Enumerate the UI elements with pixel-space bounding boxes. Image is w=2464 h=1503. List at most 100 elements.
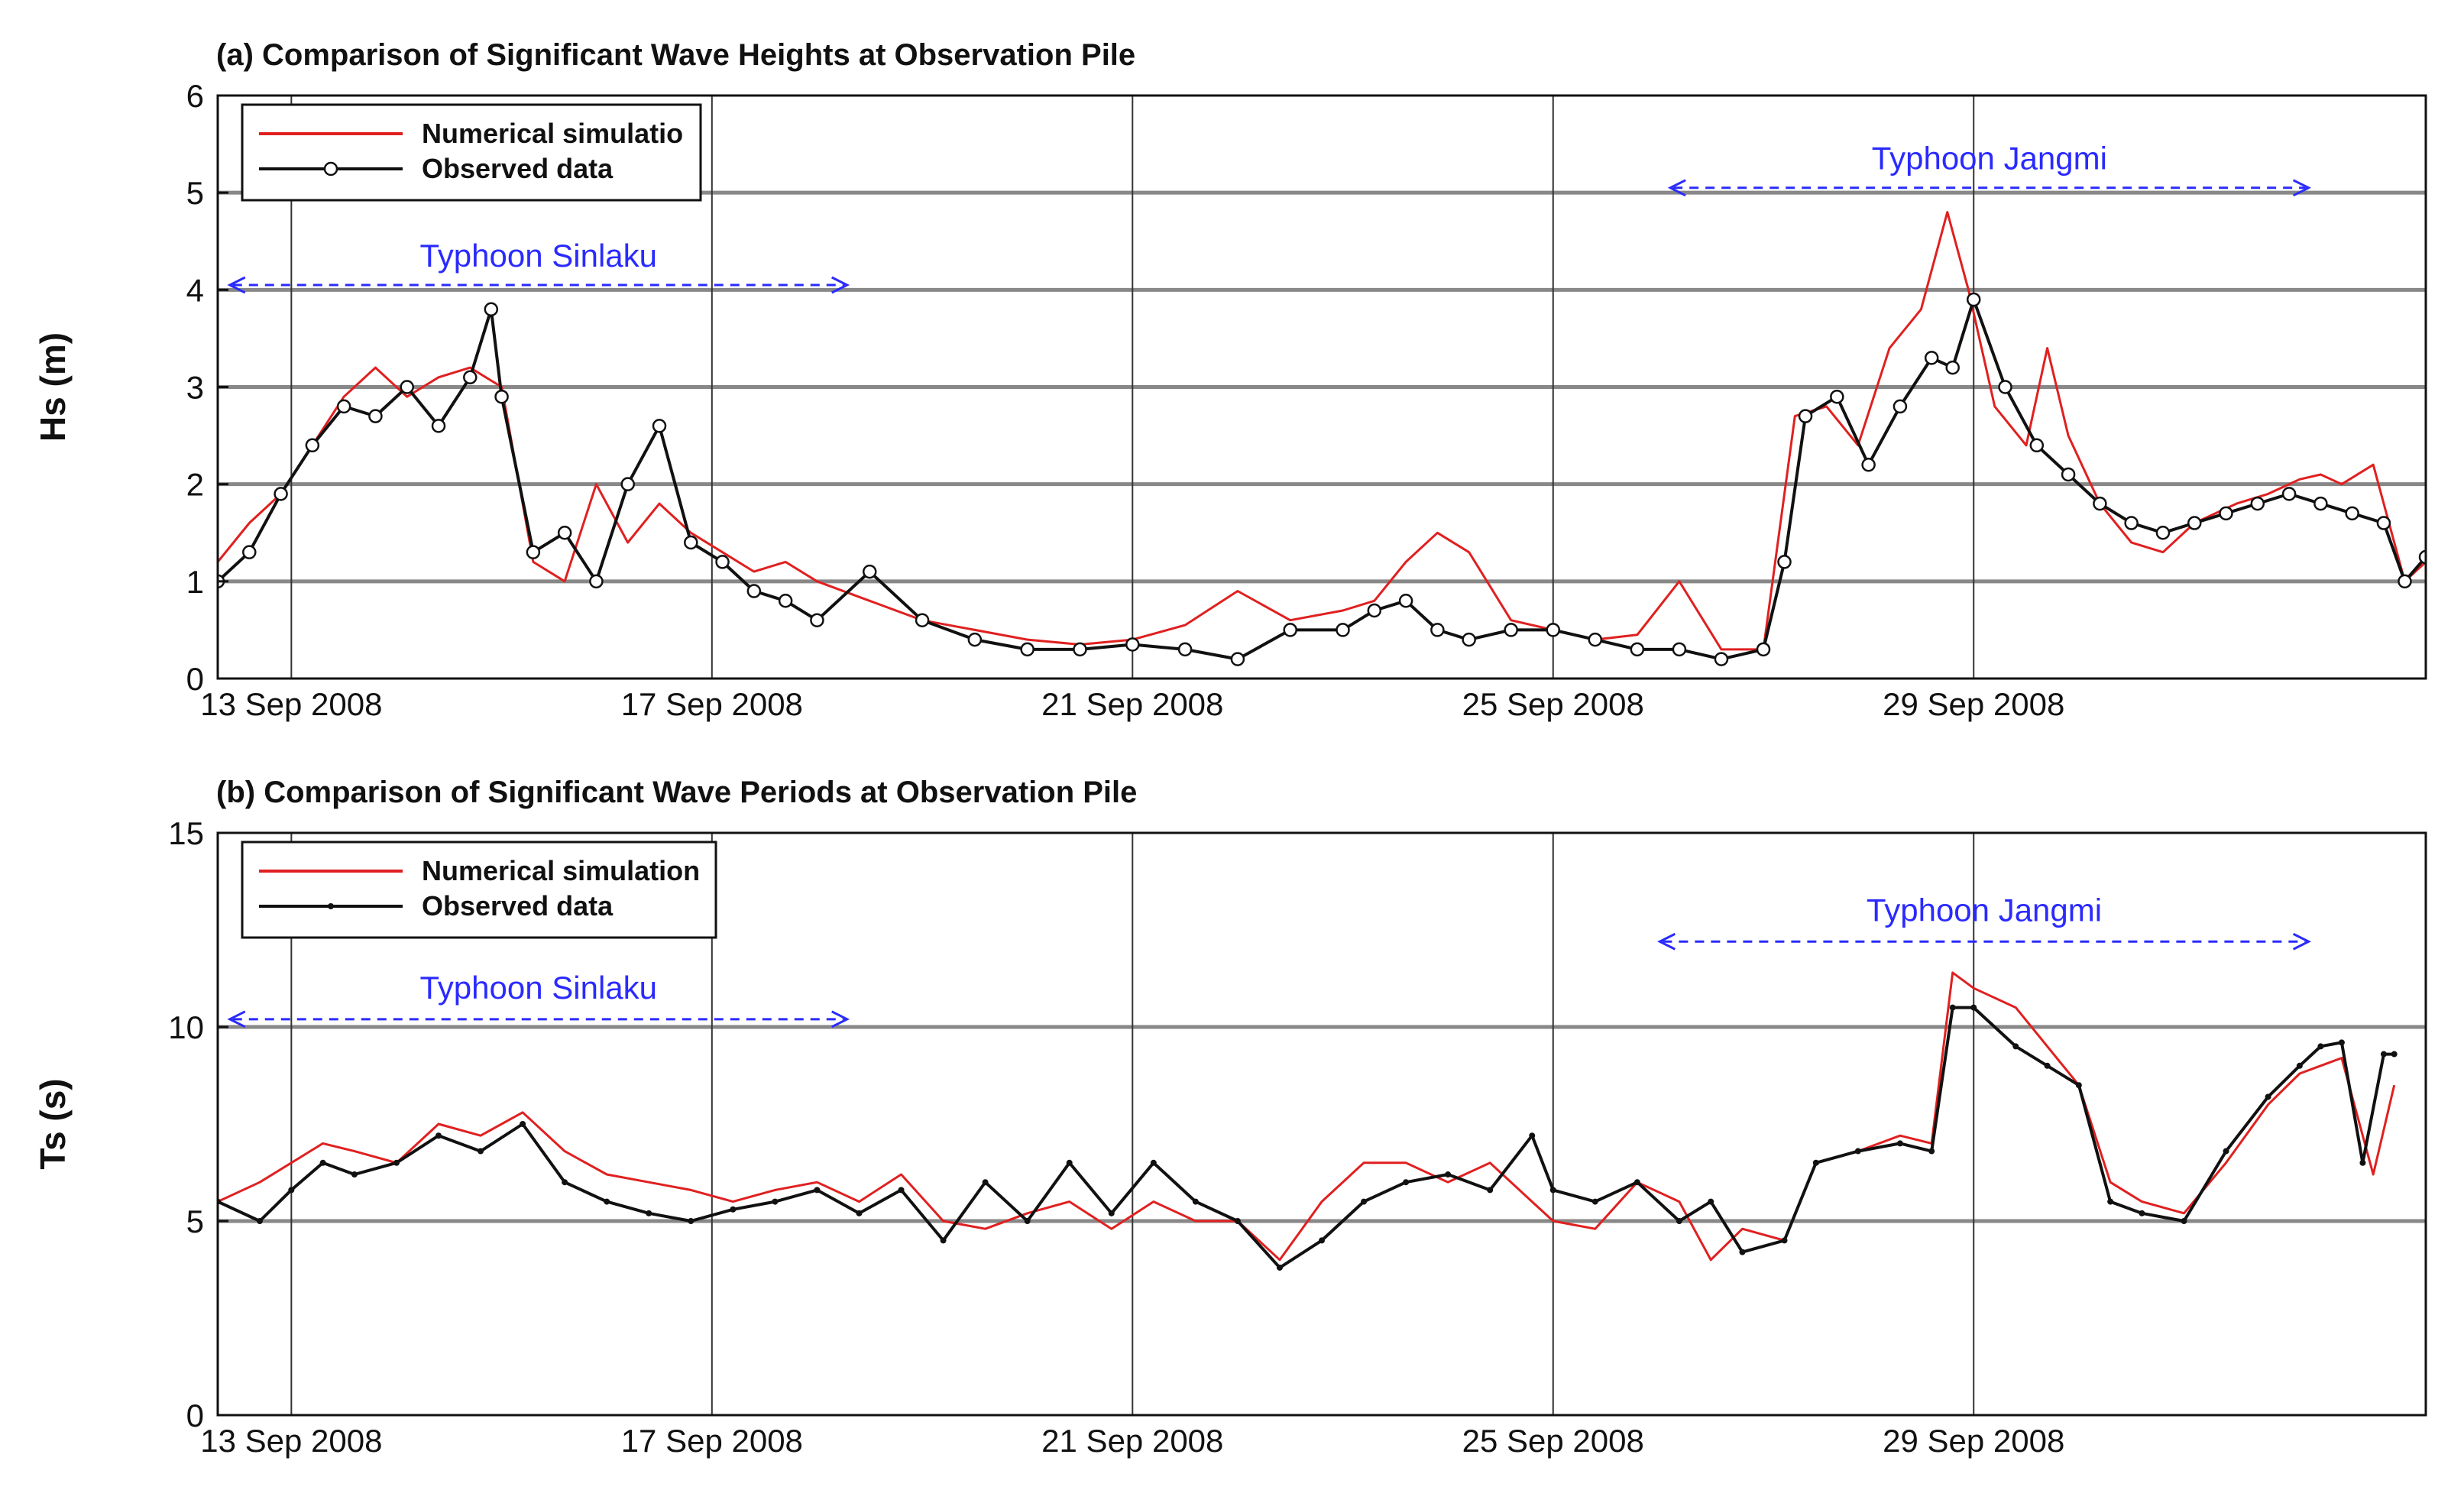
- data-point: [1756, 642, 1771, 657]
- data-point: [2219, 506, 2233, 521]
- data-point: [1283, 623, 1297, 637]
- data-point: [982, 1179, 989, 1186]
- data-point: [288, 1187, 295, 1194]
- data-point: [1361, 1198, 1368, 1205]
- x-tick-label: 25 Sep 2008: [1462, 1423, 1644, 1459]
- data-point: [463, 370, 478, 385]
- arrowhead-right-icon: [2292, 179, 2311, 197]
- arrowhead-left-icon: [1667, 179, 1686, 197]
- arrowhead-left-icon: [1657, 932, 1676, 951]
- data-point: [1398, 594, 1413, 608]
- legend-marker: [323, 161, 338, 177]
- data-point: [1998, 380, 2012, 394]
- y-tick-label: 2: [186, 467, 204, 503]
- legend-box: [241, 841, 717, 939]
- data-point: [257, 1218, 264, 1224]
- data-point: [1893, 399, 1908, 414]
- typhoon-label: Typhoon Jangmi: [1867, 892, 2102, 928]
- data-point: [940, 1237, 947, 1244]
- y-tick-label: 6: [186, 78, 204, 114]
- data-point: [1177, 642, 1193, 657]
- chart-title: (a) Comparison of Significant Wave Heigh…: [216, 38, 1135, 72]
- data-point: [2044, 1062, 2051, 1069]
- series-numerical: [218, 211, 2426, 651]
- series-observed: [218, 1004, 2398, 1271]
- data-point: [1319, 1237, 1325, 1244]
- data-point: [305, 438, 320, 453]
- data-point: [1672, 642, 1687, 657]
- data-point: [1781, 1237, 1788, 1244]
- data-point: [1192, 1198, 1199, 1205]
- data-point: [1777, 555, 1792, 569]
- data-point: [1708, 1198, 1714, 1205]
- arrowhead-right-icon: [831, 1010, 850, 1028]
- data-point: [1854, 1148, 1861, 1155]
- data-point: [2281, 487, 2297, 501]
- y-axis-label: Hs (m): [33, 332, 73, 442]
- data-point: [2296, 1062, 2303, 1069]
- data-point: [1945, 360, 1960, 375]
- data-point: [1676, 1218, 1682, 1224]
- data-point: [646, 1210, 652, 1216]
- x-tick-label: 13 Sep 2008: [200, 686, 382, 722]
- legend-label: Observed data: [422, 153, 614, 184]
- legend-label: Observed data: [422, 890, 614, 922]
- data-point: [1108, 1210, 1115, 1216]
- data-point: [1549, 1187, 1556, 1194]
- data-point: [557, 526, 572, 540]
- data-point: [715, 555, 730, 569]
- data-point: [435, 1132, 442, 1139]
- data-point: [1462, 632, 1476, 647]
- y-tick-label: 4: [186, 272, 204, 308]
- data-point: [1966, 292, 1981, 307]
- plot-frame: [216, 831, 2427, 1417]
- data-point: [1633, 1179, 1640, 1186]
- series-line: [218, 298, 2426, 661]
- legend: Numerical simulatio Observed data: [241, 103, 702, 202]
- y-tick-label: 5: [186, 175, 204, 211]
- data-point: [967, 632, 983, 647]
- data-point: [2107, 1198, 2114, 1205]
- legend-marker: [328, 903, 334, 909]
- data-point: [1588, 632, 1603, 647]
- data-point: [1024, 1218, 1031, 1224]
- data-point: [1591, 1198, 1598, 1205]
- data-point: [478, 1148, 484, 1155]
- data-point: [2012, 1043, 2019, 1050]
- data-point: [2250, 496, 2265, 511]
- arrowhead-left-icon: [227, 276, 246, 294]
- legend-label: Numerical simulatio: [422, 118, 683, 149]
- data-point: [319, 1159, 326, 1166]
- data-point: [730, 1206, 737, 1213]
- data-point: [2313, 496, 2328, 511]
- data-point: [1020, 642, 1034, 657]
- data-point: [814, 1187, 821, 1194]
- x-tick-label: 29 Sep 2008: [1883, 1423, 2064, 1459]
- data-point: [526, 545, 541, 559]
- series-line: [218, 211, 2426, 651]
- data-point: [652, 419, 667, 433]
- data-point: [242, 545, 257, 559]
- data-point: [562, 1179, 568, 1186]
- data-point: [494, 389, 509, 404]
- data-point: [1739, 1249, 1746, 1255]
- data-point: [856, 1210, 863, 1216]
- series-numerical: [218, 971, 2396, 1262]
- data-point: [1445, 1171, 1452, 1178]
- data-point: [778, 594, 793, 608]
- data-point: [393, 1159, 400, 1166]
- data-point: [810, 613, 824, 627]
- data-point: [2223, 1148, 2229, 1155]
- arrowhead-left-icon: [227, 1010, 246, 1028]
- data-point: [1276, 1264, 1283, 1271]
- data-point: [688, 1218, 695, 1224]
- legend-box: [241, 103, 702, 202]
- data-point: [746, 584, 762, 598]
- data-point: [1230, 652, 1245, 666]
- data-point: [1949, 1004, 1956, 1011]
- y-tick-label: 1: [186, 564, 204, 600]
- y-tick-label: 15: [168, 815, 204, 851]
- chart-panel-b: (b) Comparison of Significant Wave Perio…: [33, 776, 2427, 1459]
- data-point: [2376, 516, 2391, 530]
- data-point: [2187, 516, 2202, 530]
